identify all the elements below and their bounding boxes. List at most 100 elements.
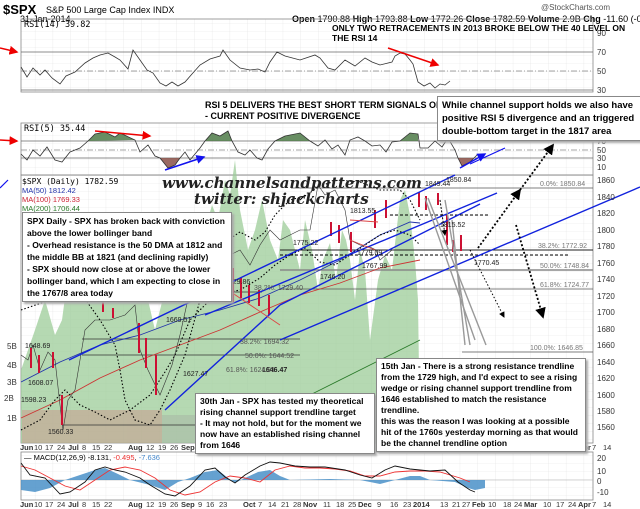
- price-axis: 1860 1840 1820 1800 1780 1760 1740 1720 1700 1…: [597, 176, 615, 432]
- macd-label: MACD(12,26,9): [33, 453, 86, 462]
- svg-text:8: 8: [82, 500, 86, 509]
- svg-text:30: 30: [597, 154, 606, 163]
- svg-text:1815.52: 1815.52: [440, 222, 465, 229]
- spx-daily-note: SPX Daily - SPX has broken back with con…: [22, 212, 232, 302]
- svg-text:5B: 5B: [7, 342, 17, 351]
- svg-text:25: 25: [348, 500, 356, 509]
- svg-text:27: 27: [462, 500, 470, 509]
- svg-text:Dec: Dec: [358, 500, 372, 509]
- svg-text:14: 14: [268, 500, 276, 509]
- svg-text:10: 10: [597, 467, 606, 476]
- svg-text:100.0%: 1646.85: 100.0%: 1646.85: [530, 345, 583, 352]
- svg-text:10: 10: [34, 443, 42, 452]
- svg-text:13: 13: [440, 500, 448, 509]
- svg-text:26: 26: [170, 443, 178, 452]
- svg-text:9: 9: [198, 500, 202, 509]
- svg-text:1560.33: 1560.33: [48, 429, 73, 436]
- legend-ma100: MA(100) 1769.33: [22, 195, 80, 204]
- svg-text:10: 10: [34, 500, 42, 509]
- x-axis-bottom: Jun 10 17 24 Jul 8 15 22 Aug 12 19 26 Sep 9 16 23 Oc…: [20, 500, 611, 509]
- svg-text:17: 17: [556, 500, 564, 509]
- svg-text:17: 17: [45, 500, 53, 509]
- macd-panel: 20 100 -10: [20, 451, 609, 501]
- svg-text:Mar: Mar: [524, 500, 537, 509]
- svg-text:Jun: Jun: [20, 500, 34, 509]
- svg-text:1740: 1740: [597, 275, 615, 284]
- svg-text:3B: 3B: [7, 378, 17, 387]
- svg-text:1680: 1680: [597, 325, 615, 334]
- svg-text:38.2%: 1729.40: 38.2%: 1729.40: [254, 285, 303, 292]
- svg-text:10: 10: [488, 500, 496, 509]
- change-value: -11.60 (-0.65%): [603, 14, 640, 24]
- svg-text:61.8%: 1724.77: 61.8%: 1724.77: [540, 282, 589, 289]
- svg-text:2B: 2B: [4, 394, 14, 403]
- svg-text:1729.86: 1729.86: [225, 279, 250, 286]
- ticker-symbol: $SPX: [3, 2, 37, 17]
- svg-text:1608.07: 1608.07: [28, 380, 53, 387]
- svg-text:23: 23: [219, 500, 227, 509]
- volume-axis: 5B 4B 3B 2B 1B: [4, 342, 17, 423]
- rsi14-label: RSI(14) 39.82: [24, 20, 91, 30]
- svg-text:50.0%: 1644.52: 50.0%: 1644.52: [245, 353, 294, 360]
- svg-text:1860: 1860: [597, 176, 615, 185]
- rsi14-panel: 90 70 50 30: [0, 18, 606, 95]
- jan15-line1: 15th Jan - There is a strong resistance …: [381, 361, 578, 415]
- svg-text:1767.99: 1767.99: [362, 263, 387, 270]
- svg-text:24: 24: [568, 500, 576, 509]
- macd-axis: 20 100 -10: [597, 454, 609, 497]
- svg-text:90: 90: [597, 29, 606, 38]
- rsi14-annotation: ONLY TWO RETRACEMENTS IN 2013 BROKE BELO…: [332, 23, 626, 43]
- svg-text:22: 22: [104, 443, 112, 452]
- macd-legend: — MACD(12,26,9) -8.131, -0.495, -7.636: [24, 453, 160, 462]
- svg-text:7: 7: [592, 443, 596, 452]
- svg-text:0: 0: [597, 477, 602, 486]
- svg-text:24: 24: [57, 500, 65, 509]
- svg-text:1669.51: 1669.51: [166, 317, 191, 324]
- svg-text:61.8%: 1624.91: 61.8%: 1624.91: [226, 367, 275, 374]
- svg-text:1598.23: 1598.23: [21, 397, 46, 404]
- svg-text:50: 50: [597, 67, 606, 76]
- svg-text:Jun: Jun: [20, 443, 34, 452]
- svg-text:1720: 1720: [597, 292, 615, 301]
- svg-text:Aug: Aug: [128, 443, 143, 452]
- svg-text:1648.69: 1648.69: [25, 343, 50, 350]
- channel-support-note: While channel support holds we also have…: [437, 96, 640, 141]
- spx-daily-line1: SPX Daily - SPX has broken back with con…: [27, 216, 225, 238]
- svg-text:1820: 1820: [597, 209, 615, 218]
- svg-text:Sep: Sep: [181, 443, 195, 452]
- rsi5-note-line1: RSI 5 DELIVERS THE BEST SHORT TERM SIGNA…: [205, 100, 500, 110]
- legend-ma200: MA(200) 1706.44: [22, 204, 80, 213]
- svg-text:7: 7: [592, 500, 596, 509]
- svg-text:1660: 1660: [597, 341, 615, 350]
- svg-text:7: 7: [258, 500, 262, 509]
- rsi5-note: RSI 5 DELIVERS THE BEST SHORT TERM SIGNA…: [205, 100, 500, 122]
- svg-text:1775.22: 1775.22: [293, 240, 318, 247]
- svg-text:70: 70: [597, 137, 606, 146]
- svg-text:18: 18: [336, 500, 344, 509]
- svg-text:70: 70: [597, 48, 606, 57]
- svg-text:14: 14: [603, 443, 611, 452]
- jan30-note: 30th Jan - SPX has tested my theoretical…: [195, 393, 375, 454]
- svg-text:1580: 1580: [597, 407, 615, 416]
- svg-text:16: 16: [206, 500, 214, 509]
- svg-text:1780: 1780: [597, 242, 615, 251]
- svg-text:19: 19: [158, 500, 166, 509]
- svg-text:16: 16: [390, 500, 398, 509]
- svg-text:Jul: Jul: [68, 500, 79, 509]
- svg-text:10: 10: [597, 163, 606, 172]
- jan15-note: 15th Jan - There is a strong resistance …: [376, 358, 586, 452]
- svg-text:Nov: Nov: [303, 500, 318, 509]
- spx-daily-line2: - Overhead resistance is the 50 DMA at 1…: [27, 240, 223, 262]
- fib-labels: 0.0%: 1850.84 38.2%: 1772.92 50.0%: 1748…: [530, 181, 589, 352]
- svg-text:1700: 1700: [597, 308, 615, 317]
- svg-text:1770.45: 1770.45: [474, 260, 499, 267]
- svg-text:12: 12: [146, 443, 154, 452]
- svg-text:4B: 4B: [7, 361, 17, 370]
- svg-text:18: 18: [503, 500, 511, 509]
- svg-text:28: 28: [293, 500, 301, 509]
- svg-text:14: 14: [603, 500, 611, 509]
- svg-text:1800: 1800: [597, 226, 615, 235]
- svg-text:Aug: Aug: [128, 500, 143, 509]
- svg-text:1813.55: 1813.55: [350, 208, 375, 215]
- svg-text:1849.44: 1849.44: [425, 181, 450, 188]
